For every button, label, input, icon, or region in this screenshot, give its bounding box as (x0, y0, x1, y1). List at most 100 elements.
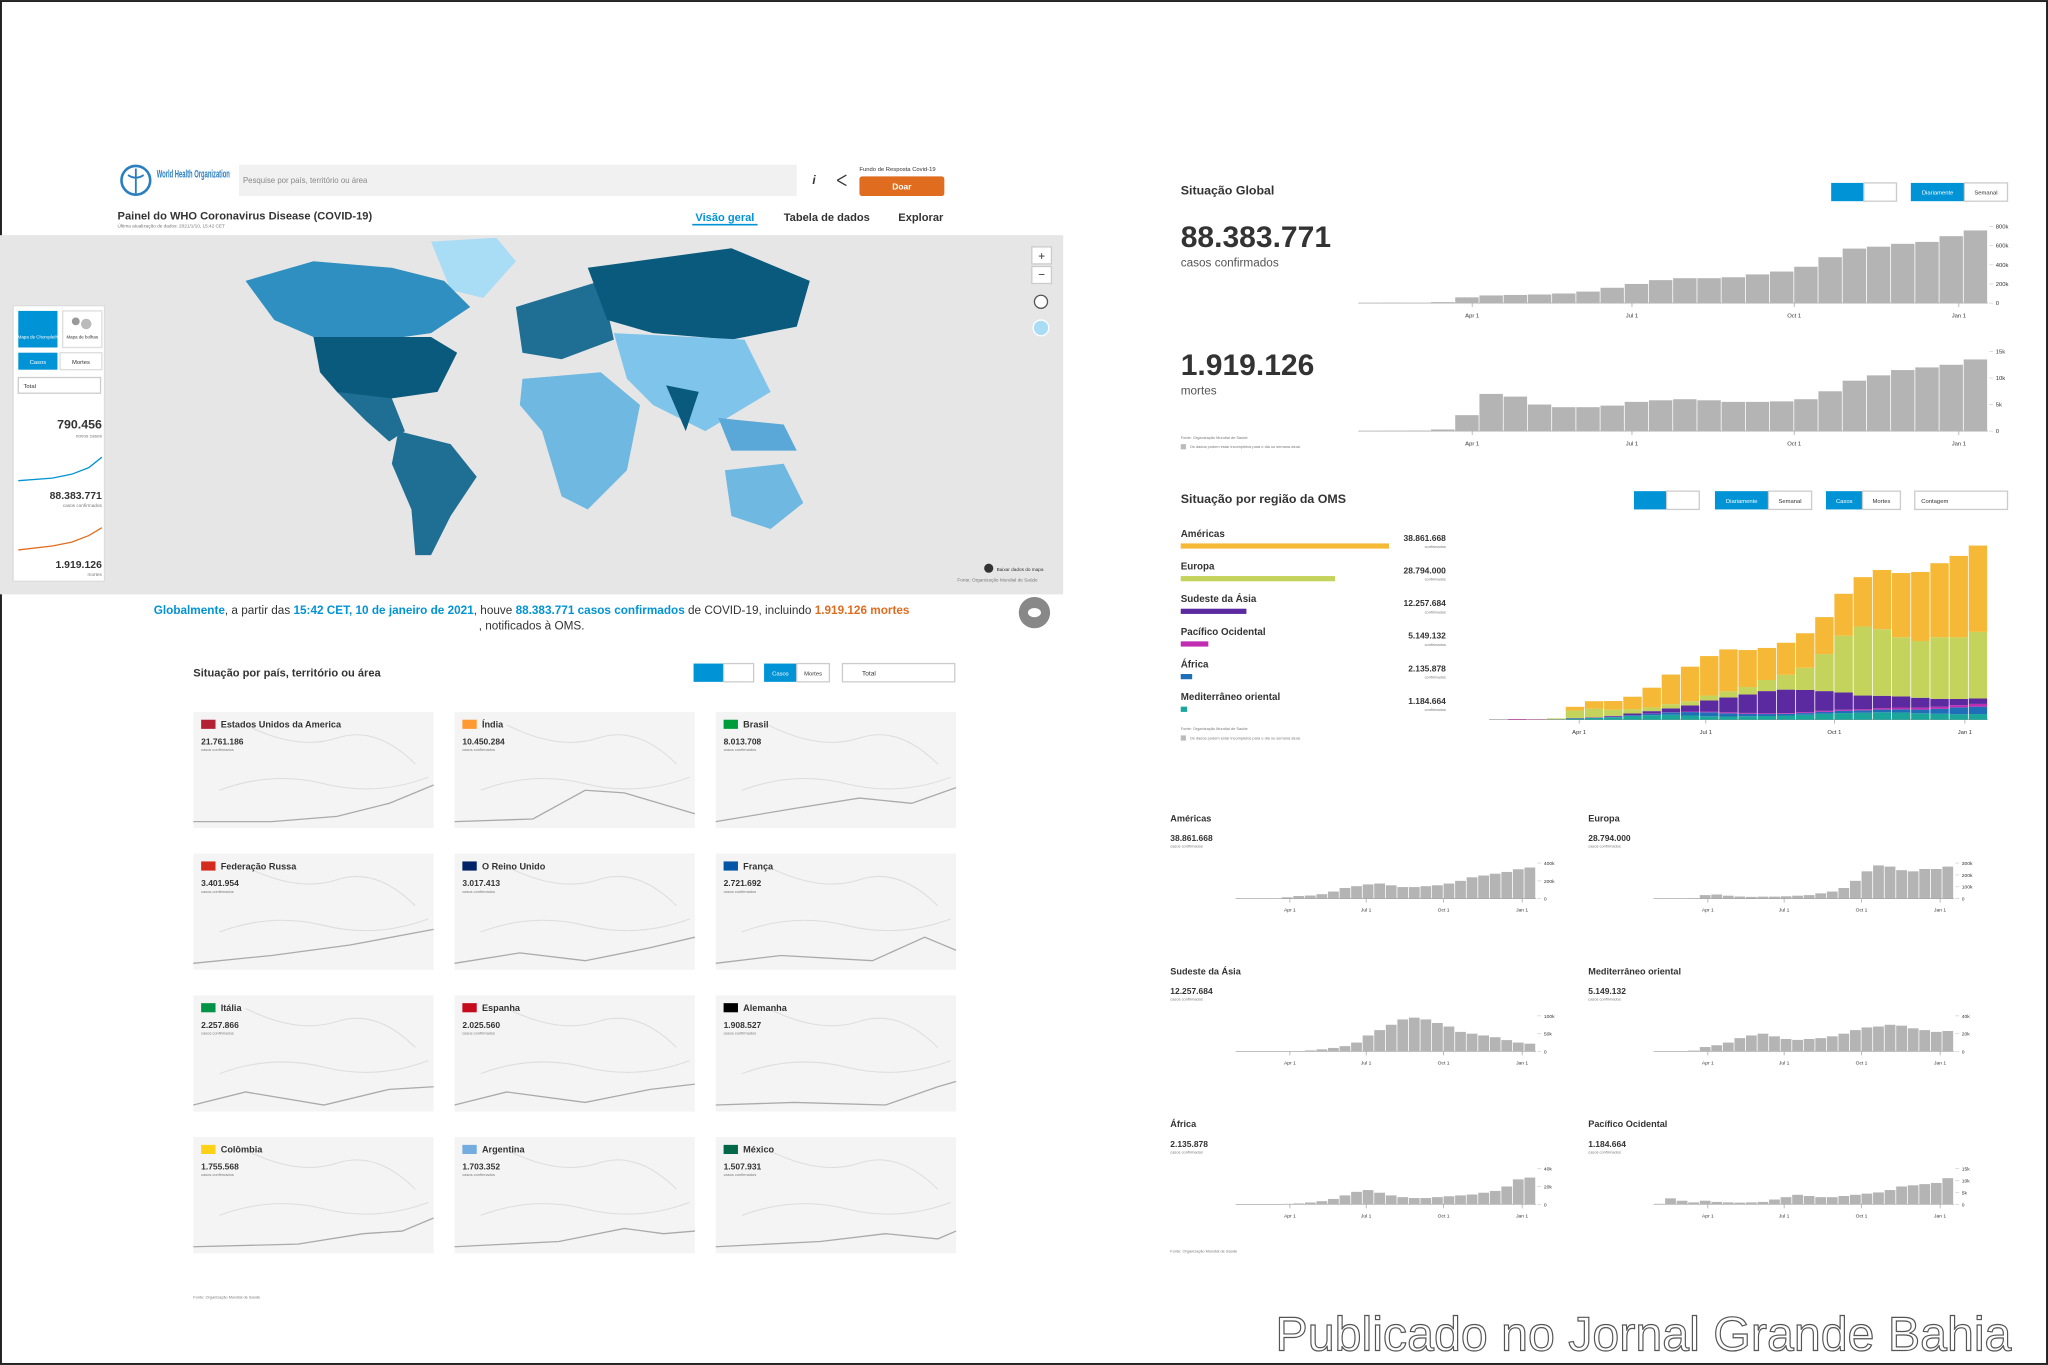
country-shape[interactable] (587, 248, 810, 340)
updated: Última atualização de dados: 2021/1/10, … (118, 222, 225, 228)
country-shape[interactable] (718, 418, 797, 451)
bar (1818, 391, 1842, 432)
country-shape[interactable] (336, 391, 405, 442)
bar (1524, 1043, 1536, 1052)
metric-select[interactable] (1914, 490, 2009, 511)
bar (1479, 295, 1503, 304)
bar-segment (1968, 703, 1988, 707)
weekly-button[interactable] (1767, 490, 1813, 511)
share-icon[interactable] (836, 174, 847, 187)
chart-title: Mediterrâneo oriental (1588, 966, 1681, 976)
chart-caption: casos confirmados (1170, 1149, 1203, 1154)
bar-segment (1968, 698, 1988, 704)
view-toggle[interactable] (1831, 182, 1864, 202)
bar (1304, 1050, 1316, 1052)
card-map-outline (741, 1149, 952, 1216)
bar-segment (1776, 713, 1796, 714)
country-shape[interactable] (724, 463, 804, 530)
globe-button[interactable] (1033, 294, 1049, 309)
tab[interactable]: Visão geral (695, 212, 754, 224)
view-toggle[interactable] (1633, 491, 1667, 510)
bar-segment (1757, 714, 1777, 717)
metric-select[interactable] (841, 662, 956, 683)
x-tick-label: Apr 1 (1284, 908, 1296, 914)
bar (1466, 1194, 1478, 1205)
bar (1443, 1196, 1455, 1205)
section-title: Situação por país, território ou área (193, 668, 381, 680)
bar-segment (1604, 709, 1623, 716)
country-card[interactable]: Estados Unidos da America 21.761.186casos… (193, 711, 434, 829)
daily-button[interactable] (1714, 491, 1769, 510)
card-map-outline (480, 724, 690, 791)
bar-segment (1757, 713, 1777, 715)
country-value: 1.755.568 (201, 1162, 239, 1172)
bar (1721, 401, 1745, 432)
country-shape[interactable] (666, 385, 699, 432)
bar (1930, 1031, 1942, 1052)
search-box[interactable] (239, 164, 797, 196)
country-shape[interactable] (613, 333, 771, 432)
download-icon[interactable] (984, 563, 994, 573)
x-tick-label: Jan 1 (1516, 908, 1528, 914)
bar (1803, 895, 1815, 899)
bubble-button[interactable] (62, 310, 103, 349)
zoom-in[interactable] (1031, 246, 1053, 265)
bar-segment (1949, 555, 1968, 638)
card-trend (454, 1227, 695, 1248)
download-label[interactable]: Baixar dados do mapa (997, 567, 1044, 572)
card-map-outline (219, 724, 429, 791)
daily-button[interactable] (1910, 182, 1965, 202)
country-shape[interactable] (431, 237, 516, 298)
y-tick-label: 100k (1962, 885, 1973, 891)
country-shape[interactable] (515, 280, 614, 360)
choropleth-button[interactable] (18, 310, 58, 348)
bar (1826, 891, 1838, 899)
view-toggle[interactable] (1863, 182, 1898, 202)
bar-segment (1565, 710, 1585, 718)
tab[interactable]: Explorar (898, 212, 944, 224)
y-tick-label: 15k (1996, 349, 2006, 355)
zoom-out[interactable] (1031, 265, 1053, 285)
country-shape[interactable] (519, 372, 640, 510)
cases-button[interactable] (18, 352, 58, 370)
weekly-button[interactable] (1963, 182, 2009, 202)
deaths-button[interactable] (796, 662, 831, 683)
view-toggle[interactable] (693, 663, 724, 682)
view-toggle[interactable] (722, 662, 755, 683)
cases-button[interactable] (764, 663, 797, 682)
summary-part: 1.919.126 mortes (815, 604, 910, 617)
country-shape[interactable] (245, 261, 471, 343)
country-name: França (743, 861, 774, 871)
legend-label: Pacífico Ocidental (1181, 627, 1266, 638)
cases-button[interactable] (1825, 491, 1863, 510)
deaths-button[interactable] (59, 352, 103, 371)
info-icon[interactable]: i (812, 174, 816, 187)
bar (1699, 1047, 1711, 1052)
bar (1745, 1035, 1757, 1052)
bar (1769, 1036, 1780, 1052)
view-toggle[interactable] (1665, 490, 1700, 511)
card-background (715, 1137, 957, 1254)
metric-select[interactable] (17, 376, 102, 394)
bar (1673, 278, 1697, 304)
x-tick-label: Jul 1 (1779, 908, 1790, 914)
tab[interactable]: Tabela de dados (784, 212, 870, 224)
deaths-button[interactable] (1861, 490, 1902, 511)
country-shape[interactable] (391, 431, 477, 556)
bar (1697, 278, 1721, 304)
sparkline (18, 456, 103, 482)
layer-button[interactable] (1032, 319, 1050, 337)
donate-button[interactable] (859, 176, 945, 196)
chart-caption: casos confirmados (1588, 844, 1621, 849)
